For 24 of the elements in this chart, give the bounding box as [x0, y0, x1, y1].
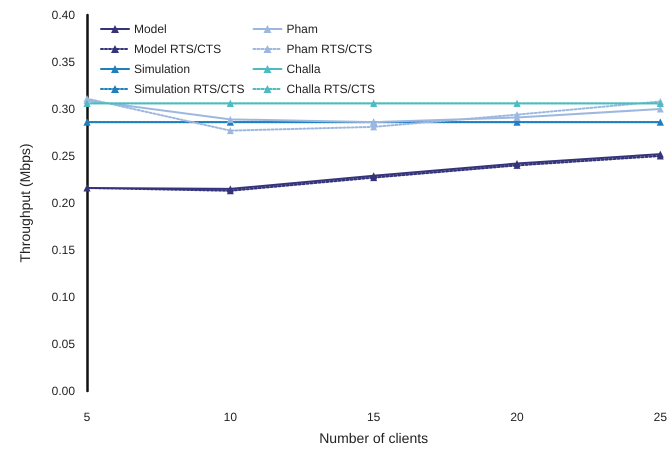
y-tick-label: 0.10 — [52, 290, 76, 304]
y-tick-label: 0.40 — [52, 8, 76, 22]
x-tick-label: 20 — [510, 410, 524, 424]
x-tick-label: 15 — [366, 410, 381, 424]
y-tick-label: 0.30 — [52, 102, 76, 116]
y-tick-label: 0.05 — [52, 337, 76, 351]
x-tick-label: 25 — [654, 410, 668, 424]
legend-label: Simulation RTS/CTS — [134, 82, 244, 96]
y-tick-label: 0.25 — [52, 149, 76, 163]
y-tick-label: 0.35 — [52, 55, 76, 69]
legend-label: Pham — [286, 22, 318, 36]
legend-label: Model — [134, 22, 167, 36]
legend-label: Model RTS/CTS — [134, 42, 222, 56]
x-axis-title: Number of clients — [319, 430, 428, 446]
legend-label: Simulation — [134, 62, 190, 76]
y-tick-label: 0.00 — [52, 384, 76, 398]
legend-label: Challa — [286, 62, 321, 76]
legend-label: Challa RTS/CTS — [286, 82, 375, 96]
y-axis-title: Throughput (Mbps) — [17, 143, 33, 263]
x-tick-label: 5 — [84, 410, 91, 424]
x-tick-label: 10 — [224, 410, 238, 424]
y-tick-label: 0.20 — [52, 196, 76, 210]
legend-label: Pham RTS/CTS — [286, 42, 372, 56]
y-tick-label: 0.15 — [52, 243, 76, 257]
